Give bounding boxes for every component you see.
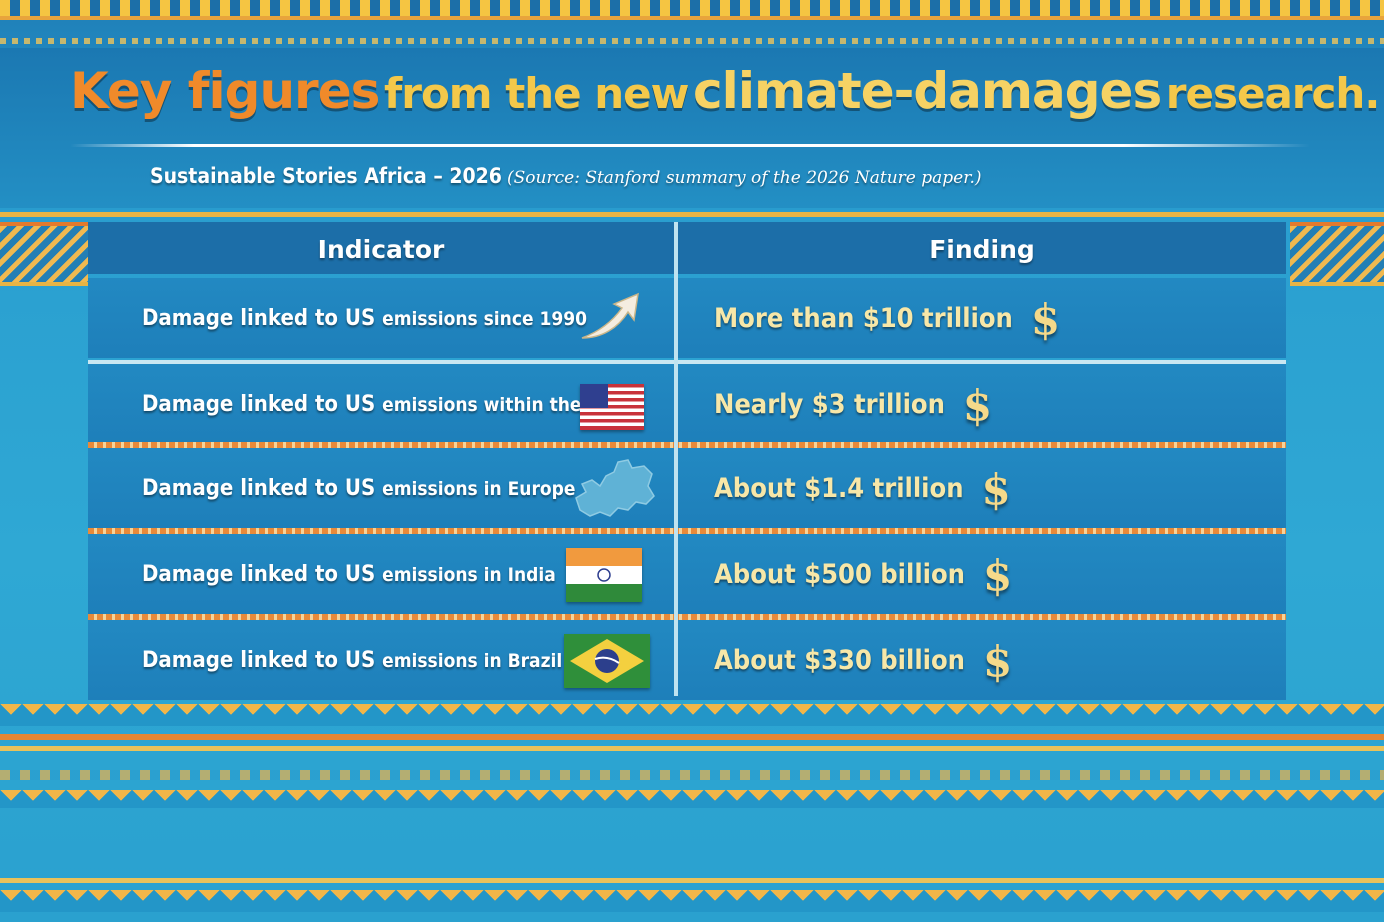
table-header: Indicator Finding: [88, 222, 1286, 274]
row-separator: [88, 442, 1286, 448]
dollar-icon: $: [962, 380, 993, 430]
title-part-1: Key figures: [70, 62, 380, 120]
top-border-pattern: [0, 0, 1384, 20]
dollar-icon: $: [982, 550, 1013, 600]
finding-cell: About $330 billion $: [714, 620, 1012, 700]
footer-gold-band: [0, 878, 1384, 883]
row-separator: [88, 614, 1286, 620]
finding-cell: About $500 billion $: [714, 534, 1012, 614]
indicator-cell: Damage linked to US emissions in India: [142, 562, 556, 587]
top-dotted-line: [0, 38, 1384, 44]
header-indicator: Indicator: [317, 235, 445, 264]
subtitle-source: (Source: Stanford summary of the 2026 Na…: [507, 168, 982, 188]
us-flag-icon: [580, 384, 644, 430]
bottom-triangle-row: [0, 790, 1384, 808]
table-row: Damage linked to US emissions in India A…: [88, 534, 1286, 614]
table-row: Damage linked to US emissions within the…: [88, 364, 1286, 444]
footer-zigzag-band: [0, 890, 1384, 912]
trend-arrow-icon: [581, 292, 639, 339]
subtitle-org: Sustainable Stories Africa – 2026: [150, 164, 502, 188]
subtitle: Sustainable Stories Africa – 2026 (Sourc…: [150, 164, 982, 194]
brazil-flag-icon: [564, 634, 650, 688]
table-row: Damage linked to US emissions since 1990…: [88, 278, 1286, 358]
figures-table: Indicator Finding Damage linked to US em…: [88, 222, 1286, 700]
europe-map-icon: [575, 459, 655, 517]
title-part-3: climate-damages: [693, 62, 1162, 120]
row-separator: [88, 360, 1286, 364]
header-finding: Finding: [929, 235, 1035, 264]
table-row: Damage linked to US emissions in Brazil …: [88, 620, 1286, 700]
page-title: Key figures from the new climate-damages…: [70, 62, 1380, 142]
title-underline: [70, 144, 1310, 147]
bottom-gold-band: [0, 746, 1384, 751]
column-divider: [674, 222, 678, 696]
indicator-cell: Damage linked to US emissions within the…: [142, 392, 614, 417]
table-row: Damage linked to US emissions in Europe …: [88, 448, 1286, 528]
bottom-orange-band: [0, 734, 1384, 740]
indicator-cell: Damage linked to US emissions in Brazil: [142, 648, 563, 673]
dollar-icon: $: [982, 636, 1013, 686]
dollar-icon: $: [981, 464, 1011, 514]
gold-divider: [0, 212, 1384, 217]
right-tribal-pattern: [1290, 222, 1384, 286]
indicator-cell: Damage linked to US emissions in Europe: [142, 476, 576, 501]
indicator-cell: Damage linked to US emissions since 1990: [142, 306, 588, 331]
india-flag-icon: [566, 548, 642, 602]
finding-cell: About $1.4 trillion $: [714, 448, 1011, 528]
header-band: [0, 48, 1384, 208]
finding-cell: Nearly $3 trillion $: [714, 364, 992, 444]
dollar-icon: $: [1030, 294, 1061, 344]
row-separator: [88, 528, 1286, 534]
finding-cell: More than $10 trillion $: [714, 278, 1060, 358]
title-part-4: research.: [1165, 69, 1380, 118]
bottom-dash-row: [0, 770, 1384, 780]
left-tribal-pattern: [0, 222, 88, 286]
bottom-zigzag-band: [0, 704, 1384, 726]
title-part-2: from the new: [383, 69, 689, 118]
